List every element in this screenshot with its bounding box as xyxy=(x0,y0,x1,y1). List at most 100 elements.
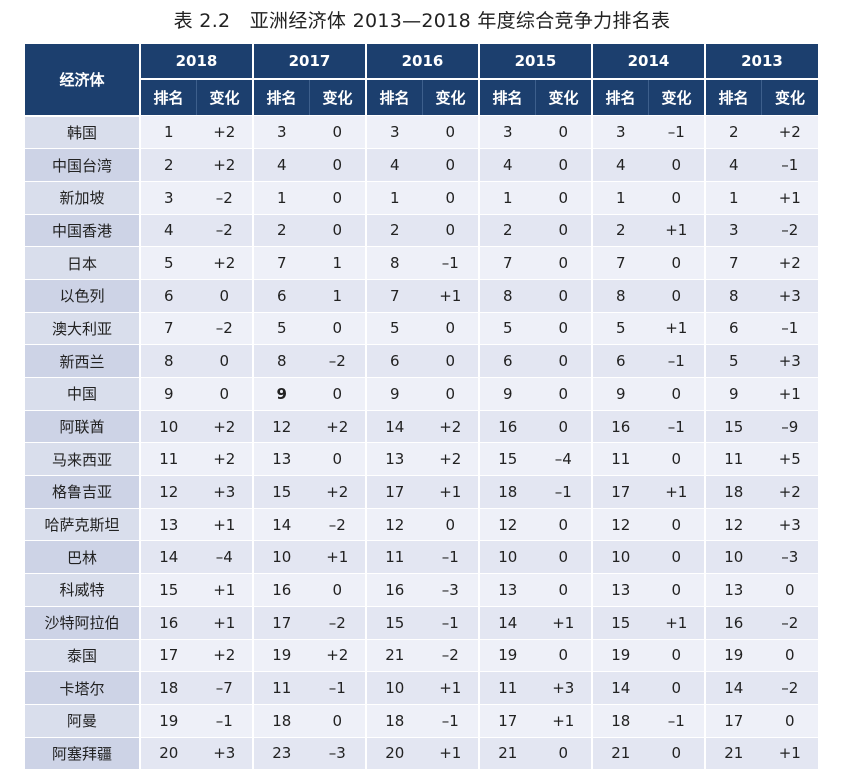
rank-value: 1 xyxy=(139,115,197,150)
table-row: 阿联酋 10 +2 12 +2 14 +2 16 0 16 –1 15 –9 xyxy=(25,410,818,444)
table-row: 韩国 1 +2 3 0 3 0 3 0 3 –1 2 +2 xyxy=(25,115,818,150)
rank-value: 6 xyxy=(139,279,197,313)
rank-value: 19 xyxy=(704,639,762,673)
rank-value: 4 xyxy=(591,148,649,182)
rank-value: 16 xyxy=(252,573,310,607)
rank-value: 5 xyxy=(365,312,423,346)
change-value: 0 xyxy=(422,312,479,346)
rank-value: 4 xyxy=(478,148,536,182)
table-row: 日本 5 +2 7 1 8 –1 7 0 7 0 7 +2 xyxy=(25,246,818,280)
change-value: +1 xyxy=(309,540,366,575)
rank-value: 12 xyxy=(252,410,310,444)
change-value: 0 xyxy=(422,115,479,150)
change-value: –1 xyxy=(535,475,592,509)
rank-value: 3 xyxy=(365,115,423,150)
rank-value: 7 xyxy=(704,246,762,280)
change-value: +2 xyxy=(196,410,253,444)
change-value: 0 xyxy=(535,148,592,182)
table-row: 科威特 15 +1 16 0 16 –3 13 0 13 0 13 0 xyxy=(25,573,818,607)
rank-value: 1 xyxy=(252,181,310,215)
rank-value: 2 xyxy=(252,214,310,248)
rank-value: 19 xyxy=(139,704,197,738)
change-value: +2 xyxy=(196,148,253,182)
rank-value: 2 xyxy=(591,214,649,248)
change-value: –1 xyxy=(422,704,479,738)
change-value: –2 xyxy=(309,344,366,378)
table-row: 以色列 6 0 6 1 7 +1 8 0 8 0 8 +3 xyxy=(25,279,818,313)
change-value: –3 xyxy=(309,737,366,770)
change-value: 0 xyxy=(648,639,705,673)
change-value: –9 xyxy=(761,410,818,444)
change-value: –2 xyxy=(196,181,253,215)
rank-value: 13 xyxy=(704,573,762,607)
rank-value: 10 xyxy=(704,540,762,575)
change-value: –1 xyxy=(648,115,705,150)
change-value: –1 xyxy=(422,606,479,640)
change-value: 0 xyxy=(535,410,592,444)
rank-value: 20 xyxy=(139,737,197,770)
change-value: –1 xyxy=(648,410,705,444)
change-value: +5 xyxy=(761,442,818,477)
rank-value: 18 xyxy=(252,704,310,738)
change-value: 0 xyxy=(648,737,705,770)
rank-value: 17 xyxy=(478,704,536,738)
change-value: –2 xyxy=(196,312,253,346)
economy-name: 阿曼 xyxy=(25,704,140,738)
change-value: –2 xyxy=(309,508,366,542)
rank-value: 4 xyxy=(139,214,197,248)
change-value: +2 xyxy=(309,639,366,673)
rank-column-header: 排名 xyxy=(592,79,649,116)
rank-value: 6 xyxy=(704,312,762,346)
rank-value: 5 xyxy=(591,312,649,346)
change-value: 0 xyxy=(535,279,592,313)
rank-value: 18 xyxy=(365,704,423,738)
change-value: +1 xyxy=(422,671,479,705)
rank-value: 9 xyxy=(591,377,649,411)
rank-value: 18 xyxy=(478,475,536,509)
change-value: +1 xyxy=(648,475,705,509)
change-value: +1 xyxy=(761,377,818,411)
rank-value: 16 xyxy=(139,606,197,640)
change-value: 1 xyxy=(309,246,366,280)
change-value: 0 xyxy=(648,148,705,182)
change-value: –1 xyxy=(648,704,705,738)
change-value: +2 xyxy=(422,410,479,444)
rank-value: 10 xyxy=(478,540,536,575)
economy-header: 经济体 xyxy=(25,44,141,117)
change-value: +1 xyxy=(422,475,479,509)
rank-value: 4 xyxy=(704,148,762,182)
change-value: 0 xyxy=(535,344,592,378)
rank-value: 15 xyxy=(591,606,649,640)
economy-name: 中国台湾 xyxy=(25,148,140,182)
rank-value: 8 xyxy=(365,246,423,280)
change-value: –4 xyxy=(196,540,253,575)
rank-value: 8 xyxy=(478,279,536,313)
economy-name: 巴林 xyxy=(25,540,140,575)
rank-value: 10 xyxy=(139,410,197,444)
change-value: –1 xyxy=(648,344,705,378)
rank-value: 16 xyxy=(591,410,649,444)
rank-value: 12 xyxy=(365,508,423,542)
table-row: 格鲁吉亚 12 +3 15 +2 17 +1 18 –1 17 +1 18 +2 xyxy=(25,475,818,509)
rank-value: 17 xyxy=(365,475,423,509)
rank-value: 21 xyxy=(591,737,649,770)
rank-value: 21 xyxy=(365,639,423,673)
table-row: 中国 9 0 9 0 9 0 9 0 9 0 9 +1 xyxy=(25,377,818,411)
rank-value: 13 xyxy=(252,442,310,477)
rank-value: 18 xyxy=(591,704,649,738)
rank-value: 13 xyxy=(139,508,197,542)
rank-value: 5 xyxy=(478,312,536,346)
rank-value: 9 xyxy=(139,377,197,411)
rank-value: 1 xyxy=(591,181,649,215)
rank-value: 17 xyxy=(591,475,649,509)
change-value: –7 xyxy=(196,671,253,705)
change-value: 0 xyxy=(309,377,366,411)
economy-name: 以色列 xyxy=(25,279,140,313)
year-header: 2015 xyxy=(479,44,593,80)
rank-value: 8 xyxy=(252,344,310,378)
rank-value: 12 xyxy=(704,508,762,542)
rank-column-header: 排名 xyxy=(140,79,197,116)
change-value: +2 xyxy=(196,246,253,280)
change-column-header: 变化 xyxy=(535,79,593,116)
rank-value: 18 xyxy=(704,475,762,509)
